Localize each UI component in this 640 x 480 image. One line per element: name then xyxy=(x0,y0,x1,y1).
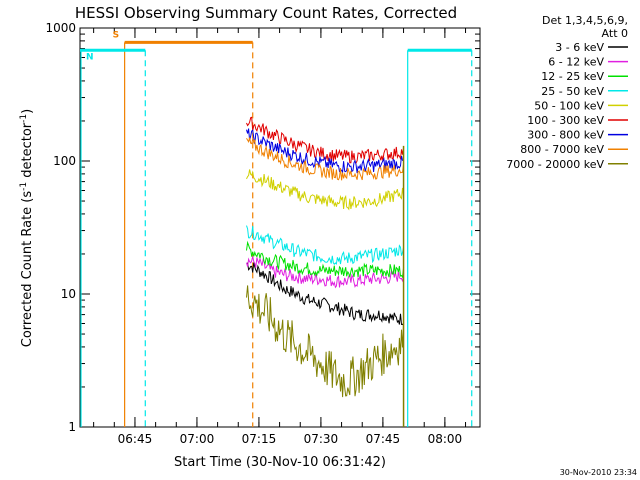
legend-entry-label: 50 - 100 keV xyxy=(534,99,604,112)
y-axis-label: Corrected Count Rate (s-1 detector-1) xyxy=(19,109,35,347)
legend-entry-label: 800 - 7000 keV xyxy=(520,143,604,156)
legend-entry-label: 25 - 50 keV xyxy=(541,85,604,98)
legend: Det 1,3,4,5,6,9,Att 03 - 6 keV 6 - 12 keV… xyxy=(506,14,628,171)
y-tick-label: 100 xyxy=(53,154,76,168)
legend-entry-label: 12 - 25 keV xyxy=(541,70,604,83)
series-line xyxy=(246,285,405,398)
legend-title: Det 1,3,4,5,6,9, xyxy=(542,14,628,27)
x-tick-label: 07:15 xyxy=(242,432,277,446)
series-line xyxy=(246,137,405,181)
x-tick-label: 07:30 xyxy=(304,432,339,446)
chart-title: HESSI Observing Summary Count Rates, Cor… xyxy=(75,4,457,22)
legend-entry-label: 3 - 6 keV xyxy=(555,41,604,54)
series-line xyxy=(246,256,405,289)
x-tick-label: 08:00 xyxy=(428,432,463,446)
x-tick-label: 07:45 xyxy=(366,432,401,446)
axes: 1 10 100 1000 06:45 07:00 07:15 07:30 07:45 08:00 xyxy=(45,21,480,446)
x-tick-label: 07:00 xyxy=(180,432,215,446)
series-line xyxy=(246,128,404,174)
legend-entry-label: 7000 - 20000 keV xyxy=(506,158,604,171)
marker-label: N xyxy=(86,52,94,62)
y-tick-label: 1 xyxy=(68,420,76,434)
timestamp: 30-Nov-2010 23:34 xyxy=(560,468,637,477)
legend-entry-label: 300 - 800 keV xyxy=(527,129,604,142)
plot-frame xyxy=(79,27,481,428)
legend-title: Att 0 xyxy=(602,27,628,40)
series-line xyxy=(246,240,405,279)
observing-markers: SN xyxy=(80,30,473,427)
series-line xyxy=(246,262,405,326)
series-lines xyxy=(246,116,405,427)
legend-entry-label: 6 - 12 keV xyxy=(548,56,604,69)
x-tick-label: 06:45 xyxy=(118,432,153,446)
y-tick-label: 10 xyxy=(61,287,76,301)
marker-label: S xyxy=(113,30,119,40)
x-axis-label: Start Time (30-Nov-10 06:31:42) xyxy=(174,455,386,470)
legend-entry-label: 100 - 300 keV xyxy=(527,114,604,127)
y-tick-label: 1000 xyxy=(45,21,76,35)
series-line xyxy=(246,169,405,211)
series-line xyxy=(246,225,405,265)
